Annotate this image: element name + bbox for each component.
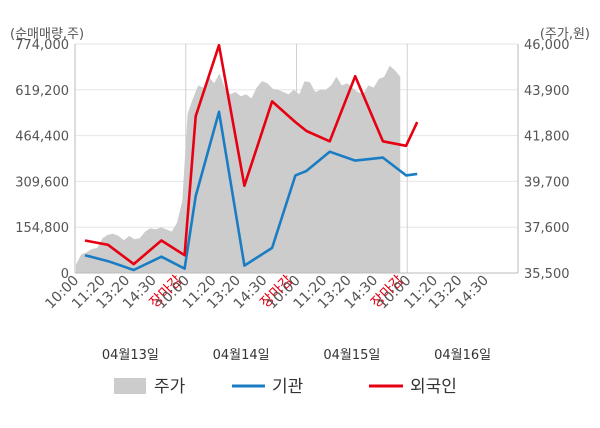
right-tick-label: 35,500 (524, 267, 570, 282)
right-tick-label: 37,600 (524, 221, 570, 236)
left-tick-label: 154,800 (15, 221, 69, 236)
day-label: 04월16일 (434, 348, 491, 363)
day-label: 04월13일 (102, 348, 159, 363)
right-tick-label: 41,800 (524, 130, 570, 145)
legend-swatch-price (114, 378, 146, 394)
right-axis-unit: (주가,원) (540, 27, 590, 42)
left-tick-label: 619,200 (15, 84, 69, 99)
legend-label-institution: 기관 (272, 377, 303, 397)
day-label: 04월15일 (323, 348, 380, 363)
price-area (76, 65, 401, 273)
legend-label-foreign: 외국인 (410, 377, 457, 397)
foreign-line (84, 43, 419, 266)
left-axis-unit: (순매매량,주) (10, 27, 84, 42)
right-tick-label: 43,900 (524, 84, 570, 99)
left-tick-label: 774,000 (15, 38, 69, 53)
left-tick-label: 464,400 (15, 130, 69, 145)
right-tick-label: 46,000 (524, 38, 570, 53)
left-tick-label: 309,600 (15, 175, 69, 190)
left-tick-label: 0 (61, 267, 69, 282)
right-tick-label: 39,700 (524, 175, 570, 190)
legend-label-price: 주가 (154, 377, 186, 397)
day-label: 04월14일 (213, 348, 270, 363)
institution-line (84, 110, 418, 272)
